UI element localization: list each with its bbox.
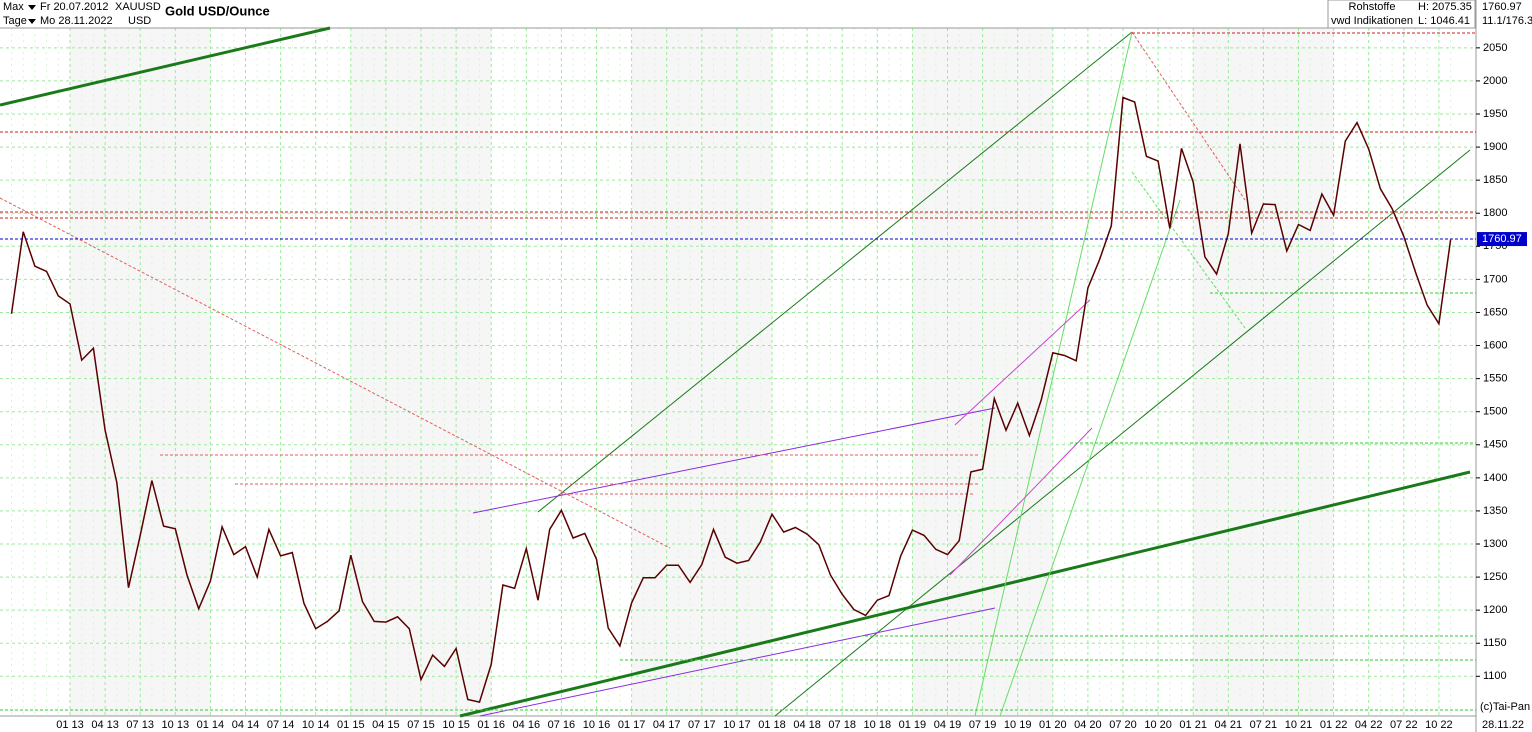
- x-tick-label: 10 19: [1004, 719, 1032, 731]
- x-tick-label: 04 18: [793, 719, 821, 731]
- trendline: [472, 407, 996, 514]
- y-tick-label: 1900: [1483, 141, 1507, 153]
- x-tick-label: 04 22: [1355, 719, 1383, 731]
- dropdown-arrow[interactable]: [28, 19, 36, 24]
- last-price-box: [1477, 232, 1527, 247]
- trendlines: [0, 26, 1476, 718]
- currency: USD: [128, 15, 151, 27]
- x-tick-label: 04 15: [372, 719, 400, 731]
- x-tick-label: 04 14: [232, 719, 260, 731]
- chart-title: Gold USD/Ounce: [165, 3, 270, 18]
- trendline: [459, 470, 1471, 718]
- x-tick-label: 07 21: [1250, 719, 1278, 731]
- x-tick-label: 04 17: [653, 719, 681, 731]
- last-price: 1760.97: [1482, 1, 1522, 13]
- trendline: [974, 31, 1133, 717]
- x-tick-label: 10 14: [302, 719, 330, 731]
- x-tick-label: 01 16: [477, 719, 505, 731]
- y-tick-label: 1450: [1483, 439, 1507, 451]
- x-tick-label: 01 21: [1179, 719, 1207, 731]
- y-tick-label: 2050: [1483, 42, 1507, 54]
- x-tick-label: 10 15: [442, 719, 470, 731]
- y-tick-label: 1650: [1483, 306, 1507, 318]
- x-tick-label: 04 19: [934, 719, 962, 731]
- symbol: XAUUSD: [115, 1, 161, 13]
- x-tick-label: 10 17: [723, 719, 751, 731]
- x-tick-label: 04 21: [1215, 719, 1243, 731]
- x-tick-label: 10 16: [583, 719, 611, 731]
- trendline: [1131, 31, 1246, 201]
- y-tick-label: 1500: [1483, 406, 1507, 418]
- start-date: Fr 20.07.2012: [40, 1, 109, 13]
- x-tick-label: 07 17: [688, 719, 716, 731]
- x-tick-label: 10 22: [1425, 719, 1453, 731]
- trendline: [0, 197, 671, 549]
- y-tick-label: 1950: [1483, 108, 1507, 120]
- y-tick-label: 1600: [1483, 339, 1507, 351]
- grid: [0, 28, 1476, 716]
- x-tick-label: 07 20: [1109, 719, 1137, 731]
- x-tick-label: 01 15: [337, 719, 365, 731]
- x-tick-label: 01 20: [1039, 719, 1067, 731]
- x-tick-label: 10 18: [864, 719, 892, 731]
- end-date: Mo 28.11.2022: [40, 15, 113, 27]
- x-tick-label: 10 21: [1285, 719, 1313, 731]
- x-tick-label: 01 22: [1320, 719, 1348, 731]
- high: H: 2075.35: [1418, 1, 1472, 13]
- x-tick-label: 07 15: [407, 719, 435, 731]
- trendline: [1131, 171, 1246, 329]
- y-tick-label: 2000: [1483, 75, 1507, 87]
- x-tick-label: 04 16: [513, 719, 541, 731]
- x-tick-label: 10 20: [1144, 719, 1172, 731]
- y-tick-label: 1250: [1483, 571, 1507, 583]
- y-tick-label: 1150: [1483, 637, 1507, 649]
- x-tick-label: 01 13: [56, 719, 84, 731]
- trendline: [774, 149, 1471, 717]
- y-tick-label: 1550: [1483, 373, 1507, 385]
- x-tick-label: 01 19: [899, 719, 927, 731]
- x-tick-label: 07 13: [126, 719, 154, 731]
- x-tick-label: 01 18: [758, 719, 786, 731]
- y-tick-label: 1200: [1483, 604, 1507, 616]
- y-tick-label: 1700: [1483, 273, 1507, 285]
- ratio: 11.1/176.3: [1482, 15, 1532, 27]
- x-tick-label: 04 20: [1074, 719, 1102, 731]
- trendline: [949, 427, 1093, 576]
- y-tick-label: 1350: [1483, 505, 1507, 517]
- y-tick-label: 1300: [1483, 538, 1507, 550]
- y-tick-label: 1400: [1483, 472, 1507, 484]
- x-tick-label: 07 16: [548, 719, 576, 731]
- trendline: [999, 199, 1181, 717]
- last-price-label: 1760.97: [1482, 233, 1522, 245]
- price-line: [10, 96, 1452, 703]
- low: L: 1046.41: [1418, 15, 1470, 27]
- unit-select[interactable]: Tage: [3, 15, 27, 27]
- end-date-short: 28.11.22: [1482, 719, 1524, 731]
- x-tick-label: 10 13: [162, 719, 190, 731]
- source: vwd Indikationen: [1331, 15, 1413, 27]
- y-tick-label: 1800: [1483, 207, 1507, 219]
- trendline: [537, 31, 1133, 513]
- info-box: [1327, 0, 1476, 29]
- x-tick-label: 07 19: [969, 719, 997, 731]
- y-tick-label: 1850: [1483, 174, 1507, 186]
- group: Rohstoffe: [1349, 1, 1396, 13]
- x-tick-label: 04 13: [91, 719, 119, 731]
- x-tick-label: 01 17: [618, 719, 646, 731]
- copyright: (c)Tai-Pan: [1480, 701, 1530, 713]
- x-tick-label: 07 14: [267, 719, 295, 731]
- trendline: [479, 607, 996, 717]
- trendline: [0, 26, 331, 107]
- y-tick-label: 1100: [1483, 670, 1507, 682]
- dropdown-arrow[interactable]: [28, 5, 36, 10]
- x-tick-label: 07 18: [828, 719, 856, 731]
- trendline: [954, 299, 1091, 426]
- x-tick-label: 07 22: [1390, 719, 1418, 731]
- range-select[interactable]: Max: [3, 1, 24, 13]
- x-tick-label: 01 14: [197, 719, 225, 731]
